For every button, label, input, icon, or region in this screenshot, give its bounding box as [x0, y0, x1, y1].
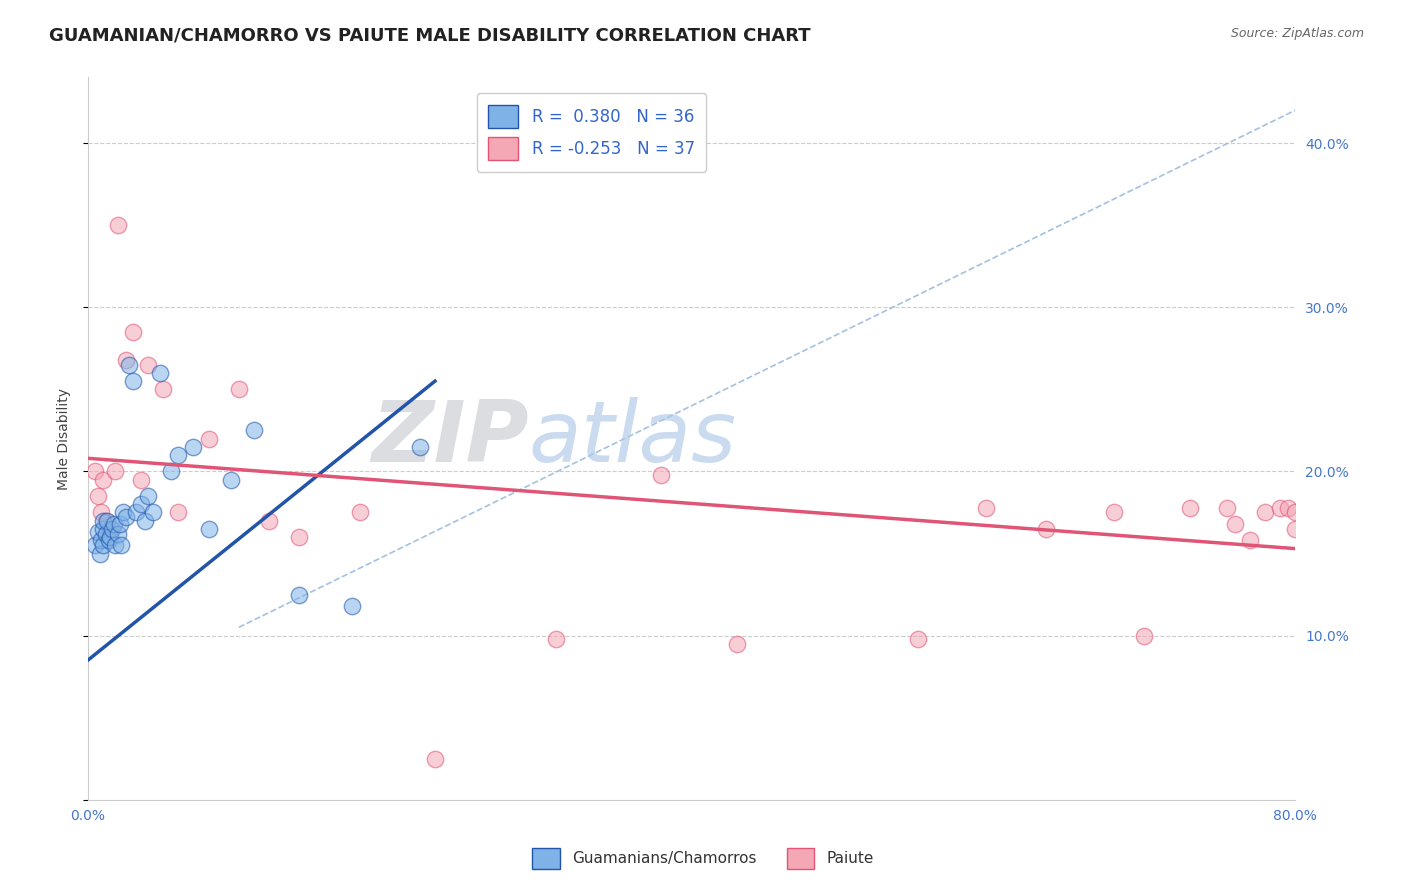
Point	[122, 325, 145, 339]
Point	[117, 358, 139, 372]
Point	[104, 538, 127, 552]
Point	[1277, 500, 1299, 515]
Point	[1035, 522, 1057, 536]
Point	[104, 465, 127, 479]
Legend: R =  0.380   N = 36, R = -0.253   N = 37: R = 0.380 N = 36, R = -0.253 N = 37	[477, 93, 706, 172]
Point	[1268, 500, 1291, 515]
Point	[136, 358, 159, 372]
Point	[101, 522, 124, 536]
Point	[98, 533, 121, 548]
Y-axis label: Male Disability: Male Disability	[58, 388, 72, 490]
Point	[108, 516, 131, 531]
Point	[87, 525, 110, 540]
Point	[100, 522, 122, 536]
Point	[89, 547, 111, 561]
Point	[136, 489, 159, 503]
Point	[288, 588, 311, 602]
Point	[91, 473, 114, 487]
Point	[149, 366, 172, 380]
Point	[114, 352, 136, 367]
Point	[167, 448, 190, 462]
Point	[84, 538, 107, 552]
Point	[90, 533, 112, 548]
Point	[544, 632, 567, 646]
Point	[110, 538, 132, 552]
Text: GUAMANIAN/CHAMORRO VS PAIUTE MALE DISABILITY CORRELATION CHART: GUAMANIAN/CHAMORRO VS PAIUTE MALE DISABI…	[49, 27, 811, 45]
Point	[134, 514, 156, 528]
Point	[84, 465, 107, 479]
Point	[288, 530, 311, 544]
Point	[167, 506, 190, 520]
Point	[91, 522, 114, 536]
Point	[423, 752, 446, 766]
Point	[129, 497, 152, 511]
Point	[243, 424, 266, 438]
Point	[1254, 506, 1277, 520]
Point	[1216, 500, 1239, 515]
Point	[1284, 522, 1306, 536]
Point	[114, 510, 136, 524]
Point	[1133, 629, 1156, 643]
Point	[142, 506, 165, 520]
Point	[1178, 500, 1201, 515]
Point	[152, 382, 174, 396]
Point	[257, 514, 280, 528]
Point	[160, 465, 183, 479]
Point	[100, 530, 122, 544]
Legend: Guamanians/Chamorros, Paiute: Guamanians/Chamorros, Paiute	[526, 841, 880, 875]
Point	[974, 500, 997, 515]
Point	[91, 514, 114, 528]
Point	[907, 632, 929, 646]
Point	[228, 382, 250, 396]
Point	[90, 506, 112, 520]
Point	[340, 599, 363, 613]
Point	[1284, 506, 1306, 520]
Point	[183, 440, 205, 454]
Point	[107, 526, 129, 541]
Point	[129, 473, 152, 487]
Text: ZIP: ZIP	[371, 397, 529, 480]
Point	[91, 538, 114, 552]
Point	[122, 374, 145, 388]
Point	[219, 473, 242, 487]
Point	[107, 218, 129, 232]
Point	[197, 432, 219, 446]
Point	[1102, 506, 1125, 520]
Point	[103, 516, 125, 531]
Point	[409, 440, 432, 454]
Point	[87, 489, 110, 503]
Point	[1239, 533, 1261, 548]
Text: atlas: atlas	[529, 397, 737, 480]
Point	[94, 514, 117, 528]
Point	[111, 506, 134, 520]
Point	[349, 506, 371, 520]
Point	[725, 637, 748, 651]
Point	[650, 467, 672, 482]
Point	[94, 526, 117, 541]
Point	[1223, 516, 1246, 531]
Text: Source: ZipAtlas.com: Source: ZipAtlas.com	[1230, 27, 1364, 40]
Point	[197, 522, 219, 536]
Point	[125, 506, 148, 520]
Point	[96, 514, 118, 528]
